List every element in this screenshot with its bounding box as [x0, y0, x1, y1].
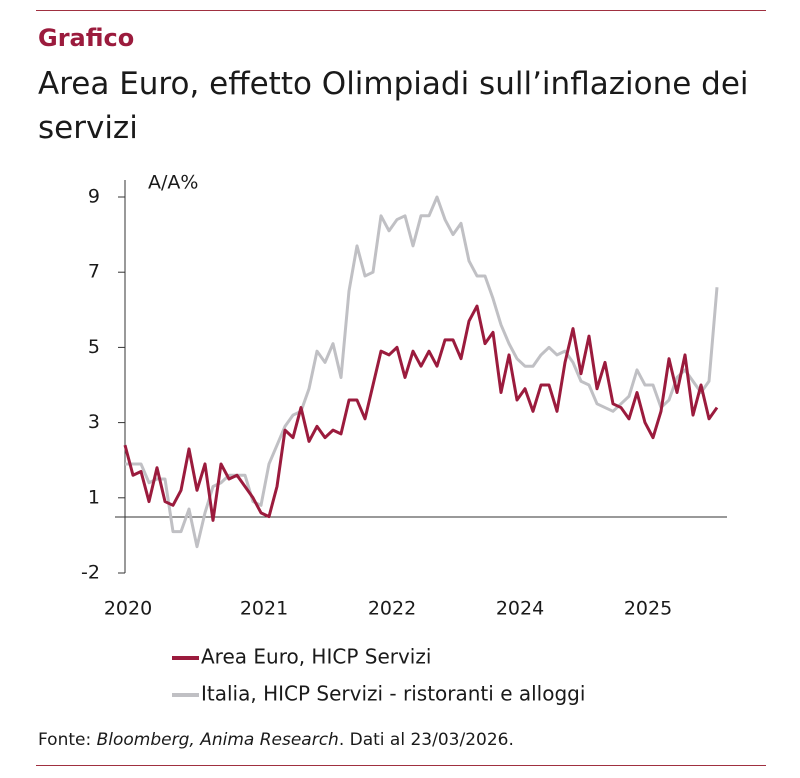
y-axis-label: A/A% [148, 172, 198, 194]
chart-title: Area Euro, effetto Olimpiadi sull’inflaz… [38, 66, 749, 146]
y-tick-label: 9 [88, 186, 100, 208]
x-tick-label: 2025 [624, 598, 672, 620]
source-text: Bloomberg, Anima Research [96, 730, 339, 750]
bottom-rule [36, 765, 766, 766]
legend-label: Area Euro, HICP Servizi [201, 645, 431, 669]
y-tick-label: 3 [88, 411, 100, 433]
y-tick-label: 5 [88, 336, 100, 358]
series-line [125, 195, 719, 549]
source-text: . Dati al 23/03/2026. [338, 730, 514, 750]
x-tick-label: 2024 [496, 598, 544, 620]
top-rule [36, 10, 766, 11]
x-tick-label: 2020 [104, 598, 152, 620]
source: Fonte: Bloomberg, Anima Research. Dati a… [38, 730, 514, 750]
y-tick-label: -2 [81, 562, 100, 584]
legend-label: Italia, HICP Servizi - ristoranti e allo… [201, 682, 585, 706]
kicker: Grafico [38, 24, 135, 52]
y-tick-label: 1 [88, 486, 100, 508]
x-tick-label: 2022 [368, 598, 416, 620]
series-line [123, 304, 719, 522]
y-tick-label: 7 [88, 261, 100, 283]
x-tick-label: 2021 [240, 598, 288, 620]
source-text: Fonte: [38, 730, 97, 750]
